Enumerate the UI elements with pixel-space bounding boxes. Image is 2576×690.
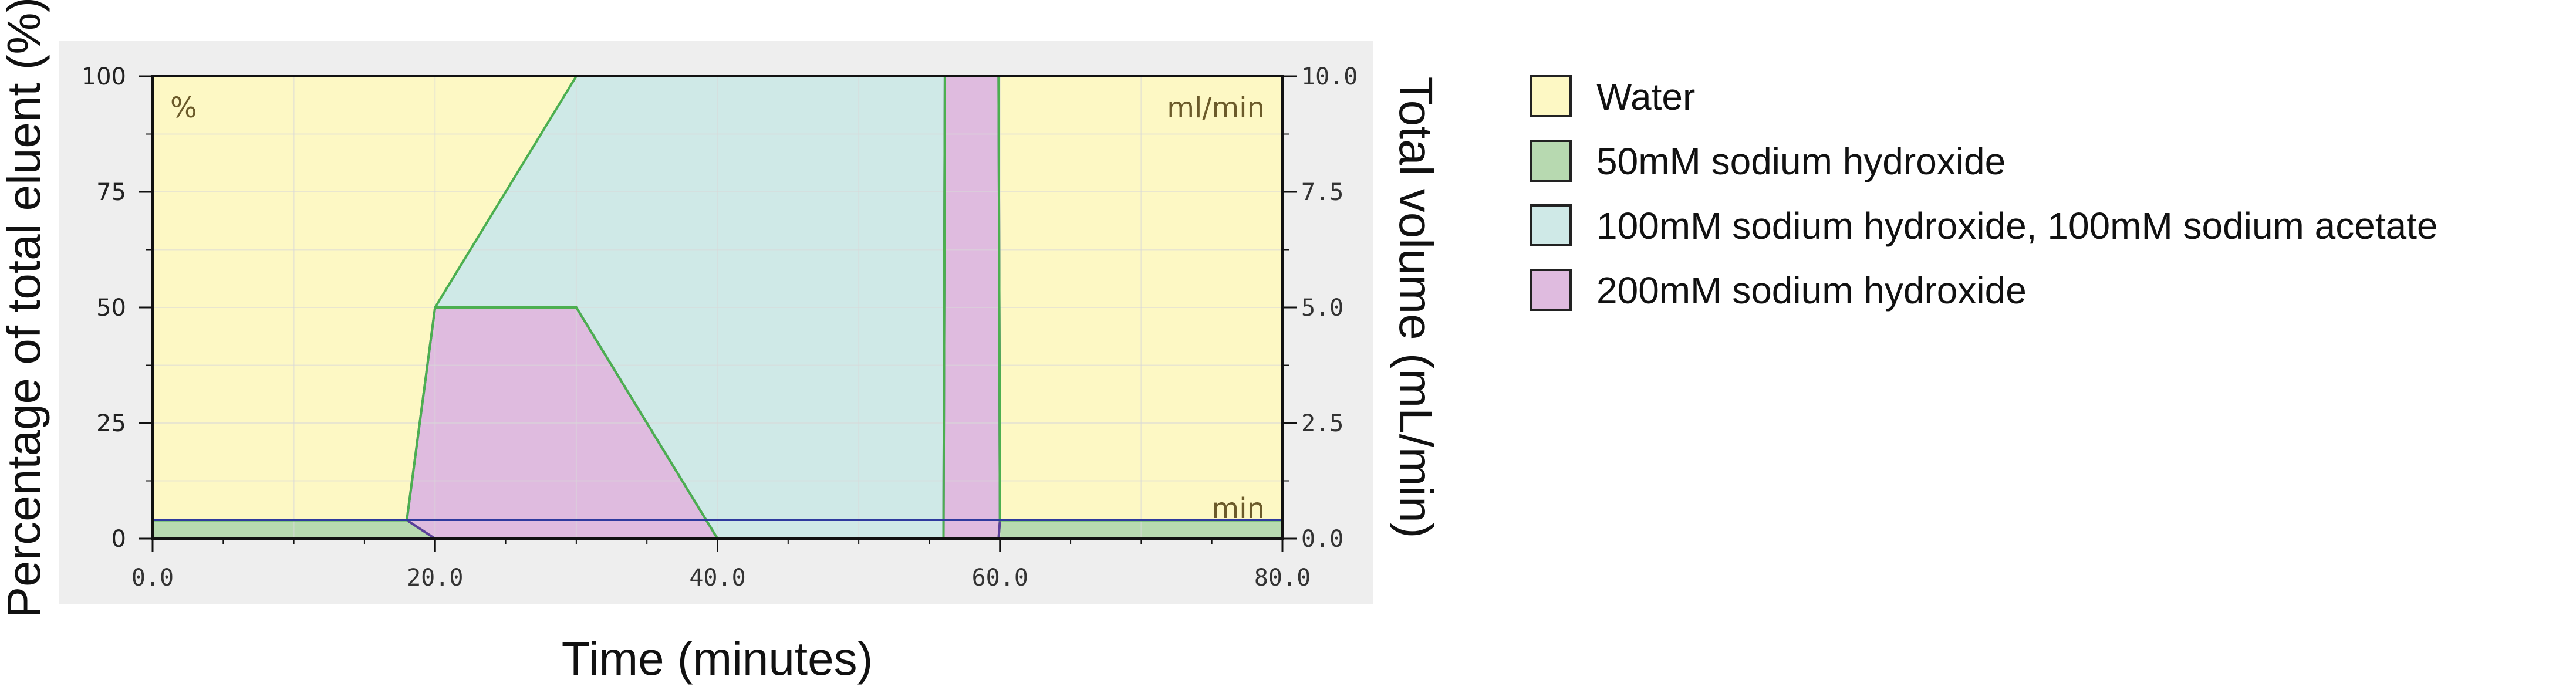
y2-tick-label: 7.5: [1301, 179, 1343, 206]
legend: Water 50mM sodium hydroxide 100mM sodium h…: [1530, 75, 2438, 312]
legend-swatch: [1530, 269, 1572, 311]
y2-tick-label: 0.0: [1301, 526, 1343, 553]
x-tick-label: 40.0: [689, 564, 745, 591]
x-tick-label: 80.0: [1254, 564, 1311, 591]
corner-label-min: min: [1211, 492, 1265, 525]
corner-label-flow-unit: ml/min: [1167, 92, 1265, 124]
legend-swatch: [1530, 140, 1572, 182]
x-tick-label: 0.0: [131, 564, 174, 591]
x-axis-title: Time (minutes): [562, 632, 873, 685]
y2-tick-label: 10.0: [1301, 63, 1358, 90]
x-tick-label: 60.0: [972, 564, 1028, 591]
x-tick-label: 20.0: [407, 564, 463, 591]
y2-tick-label: 5.0: [1301, 295, 1343, 322]
legend-swatch: [1530, 204, 1572, 246]
y2-axis-ticks: 0.0 2.5 5.0 7.5 10.0: [1282, 63, 1358, 553]
legend-swatch: [1530, 75, 1572, 117]
y-tick-label: 100: [82, 63, 126, 90]
legend-label: Water: [1596, 76, 1695, 118]
y-axis-title: Percentage of total eluent (%): [0, 0, 50, 618]
x-axis-ticks: 0.0 20.0 40.0 60.0 80.0: [131, 539, 1311, 591]
y2-axis-title: Total volume (mL/min): [1390, 77, 1442, 539]
legend-label: 50mM sodium hydroxide: [1596, 140, 2006, 182]
y-tick-label: 75: [96, 179, 126, 206]
y-tick-label: 50: [96, 295, 126, 322]
y-tick-label: 25: [96, 410, 126, 437]
legend-label: 200mM sodium hydroxide: [1596, 269, 2027, 312]
legend-label: 100mM sodium hydroxide, 100mM sodium ace…: [1596, 205, 2438, 247]
y-tick-label: 0: [112, 526, 126, 553]
y-axis-ticks: 0 25 50 75 100: [82, 63, 153, 553]
corner-label-percent: %: [170, 92, 197, 124]
y2-tick-label: 2.5: [1301, 410, 1343, 437]
